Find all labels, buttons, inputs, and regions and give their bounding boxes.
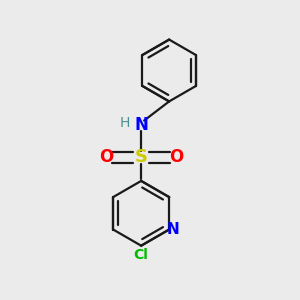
Text: S: S: [135, 148, 148, 166]
Text: O: O: [99, 148, 113, 166]
Text: N: N: [167, 222, 179, 237]
Text: Cl: Cl: [134, 248, 148, 262]
Text: N: N: [134, 116, 148, 134]
Text: O: O: [169, 148, 184, 166]
Text: H: H: [120, 116, 130, 130]
